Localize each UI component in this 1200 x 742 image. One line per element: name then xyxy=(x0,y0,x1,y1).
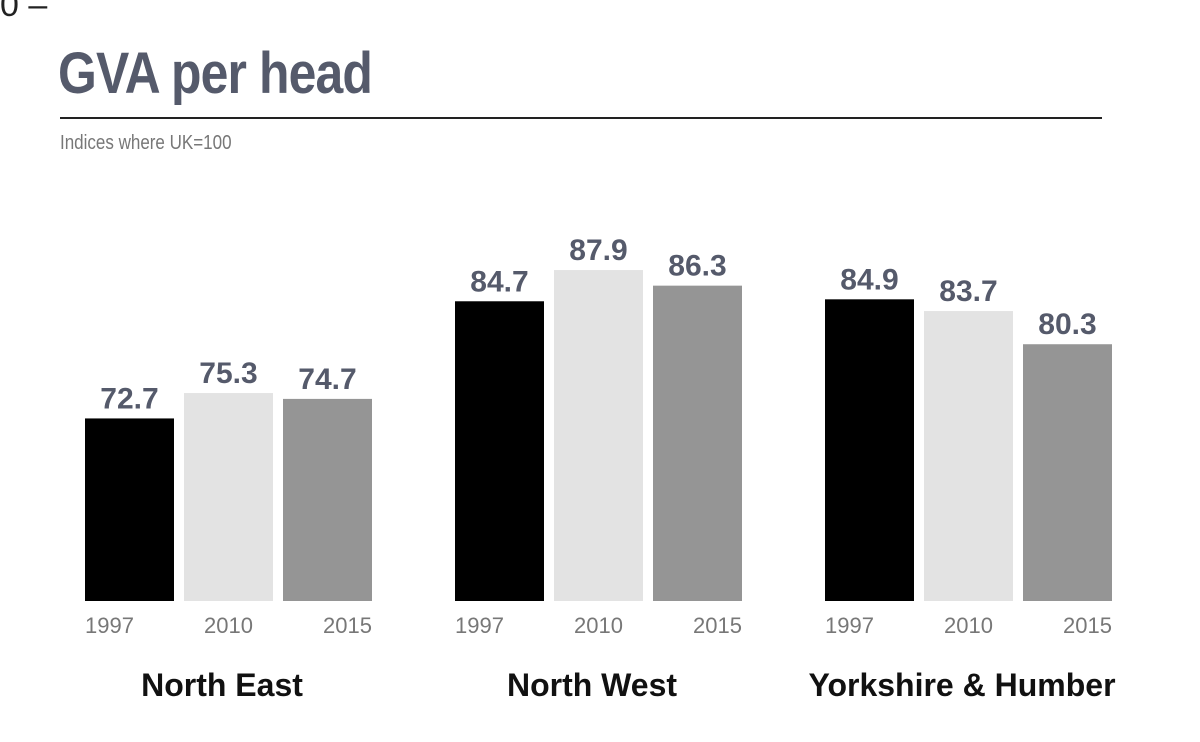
bar-north-west-1997 xyxy=(455,301,544,601)
value-label-north-west-2015: 86.3 xyxy=(668,250,726,283)
value-label-north-east-2015: 74.7 xyxy=(298,363,356,396)
chart-subtitle: Indices where UK=100 xyxy=(60,132,232,154)
bar-north-east-2010 xyxy=(184,393,273,601)
year-label-yorkshire-humber-2015: 2015 xyxy=(1063,613,1112,638)
value-label-yorkshire-humber-1997: 84.9 xyxy=(840,263,898,296)
year-label-yorkshire-humber-1997: 1997 xyxy=(825,613,874,638)
year-label-north-east-2010: 2010 xyxy=(204,613,253,638)
year-label-north-west-2015: 2015 xyxy=(693,613,742,638)
region-label-yorkshire-humber: Yorkshire & Humber xyxy=(808,667,1115,703)
region-label-north-east: North East xyxy=(141,667,303,703)
bar-north-west-2015 xyxy=(653,285,742,601)
year-label-north-west-1997: 1997 xyxy=(455,613,504,638)
bar-yorkshire-humber-1997 xyxy=(825,299,914,601)
bar-north-west-2010 xyxy=(554,270,643,601)
year-label-north-west-2010: 2010 xyxy=(574,613,623,638)
value-label-north-west-2010: 87.9 xyxy=(569,234,627,267)
year-label-yorkshire-humber-2010: 2010 xyxy=(944,613,993,638)
value-label-north-east-1997: 72.7 xyxy=(100,382,158,415)
bar-north-east-1997 xyxy=(85,418,174,601)
chart-title: GVA per head xyxy=(58,41,373,106)
bar-yorkshire-humber-2010 xyxy=(924,311,1013,601)
value-label-yorkshire-humber-2015: 80.3 xyxy=(1038,308,1096,341)
bar-yorkshire-humber-2015 xyxy=(1023,344,1112,601)
value-label-north-west-1997: 84.7 xyxy=(470,265,528,298)
region-label-north-west: North West xyxy=(507,667,677,703)
title-divider xyxy=(60,117,1102,119)
bar-north-east-2015 xyxy=(283,398,372,601)
value-label-north-east-2010: 75.3 xyxy=(199,357,257,390)
corner-mark: 0 – xyxy=(0,0,48,24)
year-label-north-east-1997: 1997 xyxy=(85,613,134,638)
value-label-yorkshire-humber-2010: 83.7 xyxy=(939,275,997,308)
year-label-north-east-2015: 2015 xyxy=(323,613,372,638)
